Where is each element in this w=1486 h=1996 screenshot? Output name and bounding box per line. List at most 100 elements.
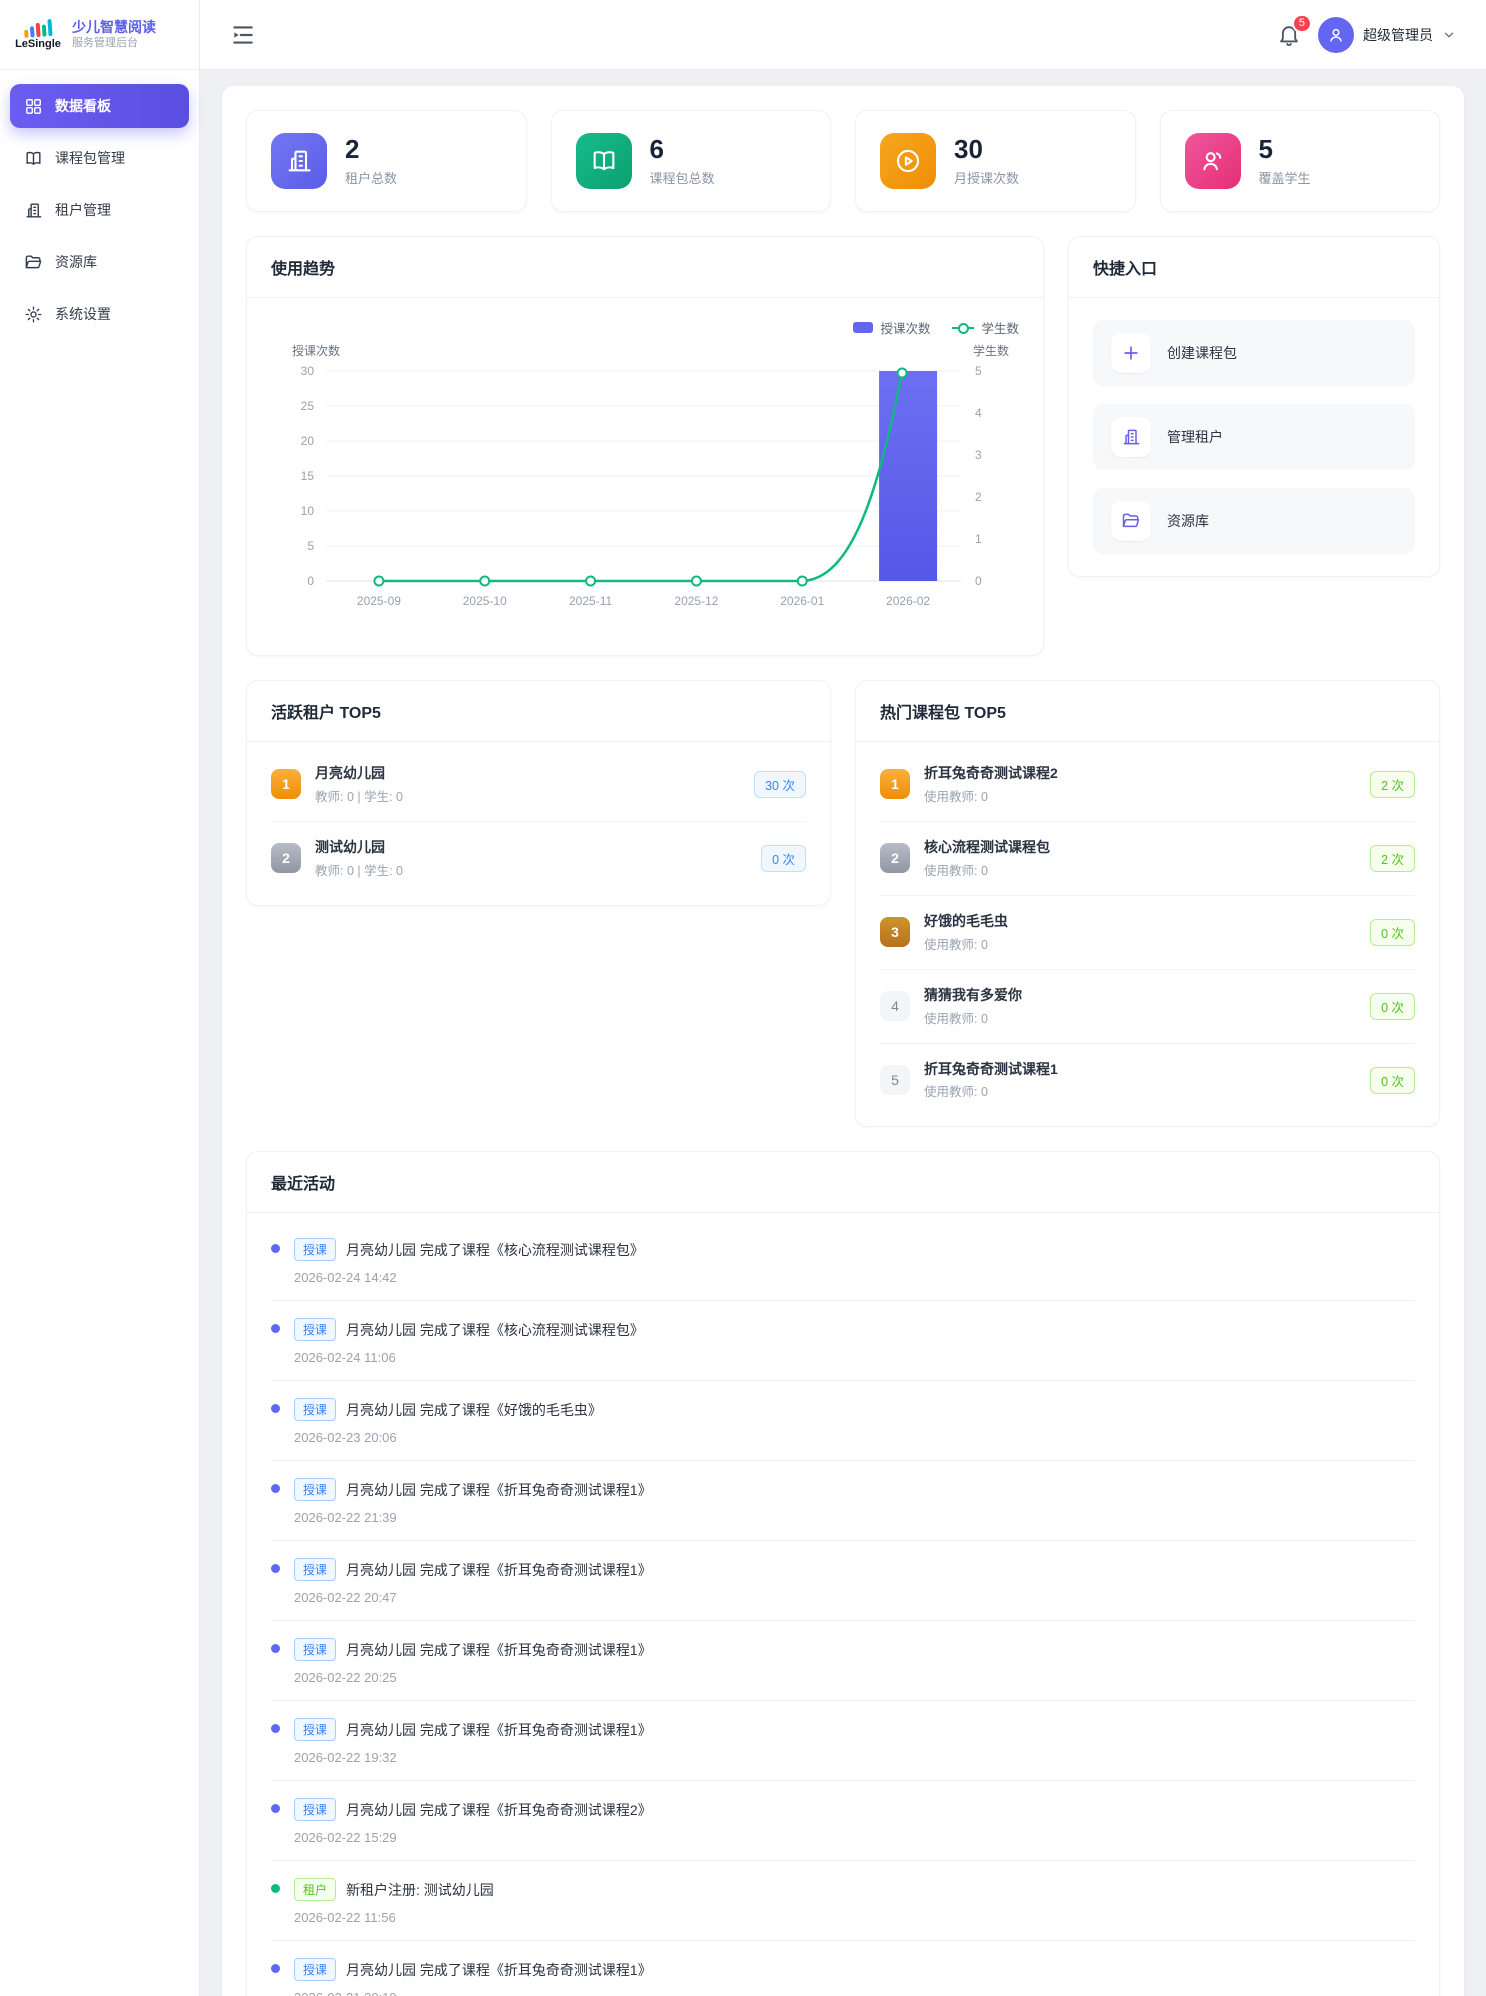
tenant-name: 月亮幼儿园 xyxy=(315,765,385,781)
stat-card-lessons: 30 月授课次数 xyxy=(855,110,1136,212)
hot-packages-card: 热门课程包 TOP5 1 折耳兔奇奇测试课程2 使用教师: 0 2 次 2 核心流… xyxy=(855,680,1440,1128)
sidebar-item-course-packages[interactable]: 课程包管理 xyxy=(10,136,189,180)
sidebar-nav: 数据看板 课程包管理 租户管理 资源库 系统设置 xyxy=(0,70,199,350)
sidebar: LeSingle 少儿智慧阅读 服务管理后台 数据看板 课程包管理 租户管理 资… xyxy=(0,0,200,1996)
notification-badge: 5 xyxy=(1291,13,1312,33)
activity-time: 2026-02-23 20:06 xyxy=(294,1430,397,1446)
user-menu[interactable]: 超级管理员 xyxy=(1318,16,1456,53)
activity-tag: 授课 xyxy=(294,1398,337,1422)
activity-time: 2026-02-21 20:19 xyxy=(294,1990,1415,1996)
tenant-rank-row: 1 月亮幼儿园 教师: 0 | 学生: 0 30 次 xyxy=(271,748,806,822)
legend-lessons[interactable]: 授课次数 xyxy=(853,318,930,337)
svg-text:5: 5 xyxy=(975,364,982,378)
package-name: 折耳兔奇奇测试课程2 xyxy=(924,765,1058,781)
brand-subtitle: 服务管理后台 xyxy=(72,36,138,49)
rank-badge: 2 xyxy=(880,843,910,874)
stat-value: 6 xyxy=(649,133,664,164)
sidebar-item-label: 课程包管理 xyxy=(55,150,125,166)
package-name: 折耳兔奇奇测试课程1 xyxy=(924,1060,1058,1077)
users-icon xyxy=(1184,133,1241,189)
activity-tag: 授课 xyxy=(294,1478,337,1502)
activity-row: 授课 月亮幼儿园 完成了课程《核心流程测试课程包》 2026-02-24 11:06 xyxy=(271,1301,1415,1382)
quick-manage-tenants[interactable]: 管理租户 xyxy=(1093,404,1415,470)
sidebar-item-tenants[interactable]: 租户管理 xyxy=(10,188,189,232)
activity-dot-icon xyxy=(271,1964,280,1974)
rank-badge: 1 xyxy=(880,769,910,800)
folder-icon xyxy=(25,254,42,268)
package-name: 核心流程测试课程包 xyxy=(924,838,1050,855)
stat-label: 月授课次数 xyxy=(954,171,1020,187)
activity-dot-icon xyxy=(271,1644,280,1654)
activity-time: 2026-02-24 14:42 xyxy=(294,1270,397,1286)
rank-badge: 5 xyxy=(880,1065,910,1095)
svg-text:2026-01: 2026-01 xyxy=(780,594,824,608)
dashboard-grid-icon xyxy=(26,98,41,114)
legend-students[interactable]: 学生数 xyxy=(952,318,1019,337)
stat-label: 覆盖学生 xyxy=(1258,171,1311,187)
package-count-badge: 0 次 xyxy=(1370,992,1415,1020)
quick-entry-title: 快捷入口 xyxy=(1069,237,1439,298)
svg-text:学生数: 学生数 xyxy=(973,343,1009,358)
svg-text:5: 5 xyxy=(307,539,314,553)
active-tenants-title: 活跃租户 TOP5 xyxy=(247,681,830,742)
activity-tag: 授课 xyxy=(294,1558,337,1582)
sidebar-item-dashboard[interactable]: 数据看板 xyxy=(10,84,189,128)
avatar xyxy=(1318,16,1354,53)
stat-card-packages: 6 课程包总数 xyxy=(550,110,831,212)
tenant-count-badge: 30 次 xyxy=(754,770,806,798)
hot-packages-title: 热门课程包 TOP5 xyxy=(856,681,1439,742)
activity-text: 月亮幼儿园 完成了课程《折耳兔奇奇测试课程1》 xyxy=(346,1721,652,1738)
building-icon xyxy=(271,133,327,189)
package-count-badge: 2 次 xyxy=(1370,844,1415,872)
activity-row: 授课 月亮幼儿园 完成了课程《折耳兔奇奇测试课程1》 2026-02-22 19:3… xyxy=(271,1701,1415,1782)
activity-time: 2026-02-22 19:32 xyxy=(294,1750,397,1766)
sidebar-item-resources[interactable]: 资源库 xyxy=(10,240,189,284)
quick-item-label: 管理租户 xyxy=(1167,429,1223,445)
content-area: 2 租户总数 6 课程包总数 30 月授课次数 xyxy=(200,70,1486,1996)
svg-text:20: 20 xyxy=(301,434,315,448)
package-meta: 使用教师: 0 xyxy=(924,937,988,952)
activity-time: 2026-02-22 20:47 xyxy=(294,1590,397,1606)
notification-bell-icon[interactable]: 5 xyxy=(1276,13,1312,48)
tenant-meta: 教师: 0 | 学生: 0 xyxy=(315,789,403,804)
quick-create-package[interactable]: 创建课程包 xyxy=(1093,320,1415,386)
svg-text:2: 2 xyxy=(975,490,982,504)
stat-card-tenants: 2 租户总数 xyxy=(246,110,527,212)
quick-entry-card: 快捷入口 创建课程包 管理租户 资源库 xyxy=(1068,236,1440,577)
package-rank-row: 3 好饿的毛毛虫 使用教师: 0 0 次 xyxy=(880,896,1415,970)
svg-text:1: 1 xyxy=(975,532,982,546)
quick-resources[interactable]: 资源库 xyxy=(1093,488,1415,554)
activity-row: 授课 月亮幼儿园 完成了课程《好饿的毛毛虫》 2026-02-23 20:06 xyxy=(271,1381,1415,1462)
usage-trend-chart: 0 5 10 15 20 25 30 0 1 2 3 4 5 授课次数 学生数 2025-09 2025-10 2… xyxy=(292,343,1009,608)
svg-text:0: 0 xyxy=(975,574,982,588)
package-rank-row: 5 折耳兔奇奇测试课程1 使用教师: 0 0 次 xyxy=(880,1044,1415,1117)
gear-icon xyxy=(25,306,42,322)
active-tenants-card: 活跃租户 TOP5 1 月亮幼儿园 教师: 0 | 学生: 0 30 次 2 测试… xyxy=(246,680,831,906)
package-rank-row: 1 折耳兔奇奇测试课程2 使用教师: 0 2 次 xyxy=(880,748,1415,822)
activity-time: 2026-02-22 15:29 xyxy=(294,1830,397,1846)
tenant-count-badge: 0 次 xyxy=(761,844,806,872)
activity-text: 月亮幼儿园 完成了课程《折耳兔奇奇测试课程1》 xyxy=(346,1641,652,1658)
activity-tag: 授课 xyxy=(294,1718,337,1742)
activity-row: 授课 月亮幼儿园 完成了课程《折耳兔奇奇测试课程1》 2026-02-22 21:3… xyxy=(271,1461,1415,1542)
activity-row: 租户 新租户注册: 测试幼儿园 2026-02-22 11:56 xyxy=(271,1861,1415,1942)
menu-fold-icon[interactable] xyxy=(230,22,256,48)
person-icon xyxy=(1330,28,1342,42)
brand-area: LeSingle 少儿智慧阅读 服务管理后台 xyxy=(0,0,199,70)
sidebar-item-settings[interactable]: 系统设置 xyxy=(10,292,189,336)
lesingle-logo-icon: LeSingle xyxy=(14,19,62,50)
activity-tag: 租户 xyxy=(294,1878,337,1902)
sidebar-item-label: 租户管理 xyxy=(55,202,111,218)
stat-label: 课程包总数 xyxy=(649,171,715,187)
activity-row: 授课 月亮幼儿园 完成了课程《折耳兔奇奇测试课程2》 2026-02-22 15:2… xyxy=(271,1781,1415,1862)
activity-dot-icon xyxy=(271,1244,280,1254)
rank-badge: 2 xyxy=(271,843,301,874)
logo-text: LeSingle xyxy=(15,38,61,50)
legend-bar-swatch xyxy=(853,322,874,333)
tenant-rank-row: 2 测试幼儿园 教师: 0 | 学生: 0 0 次 xyxy=(271,822,806,895)
rank-badge: 3 xyxy=(880,917,910,948)
brand-title: 少儿智慧阅读 xyxy=(72,18,156,35)
activity-dot-icon xyxy=(271,1404,280,1414)
activity-dot-icon xyxy=(271,1884,280,1894)
